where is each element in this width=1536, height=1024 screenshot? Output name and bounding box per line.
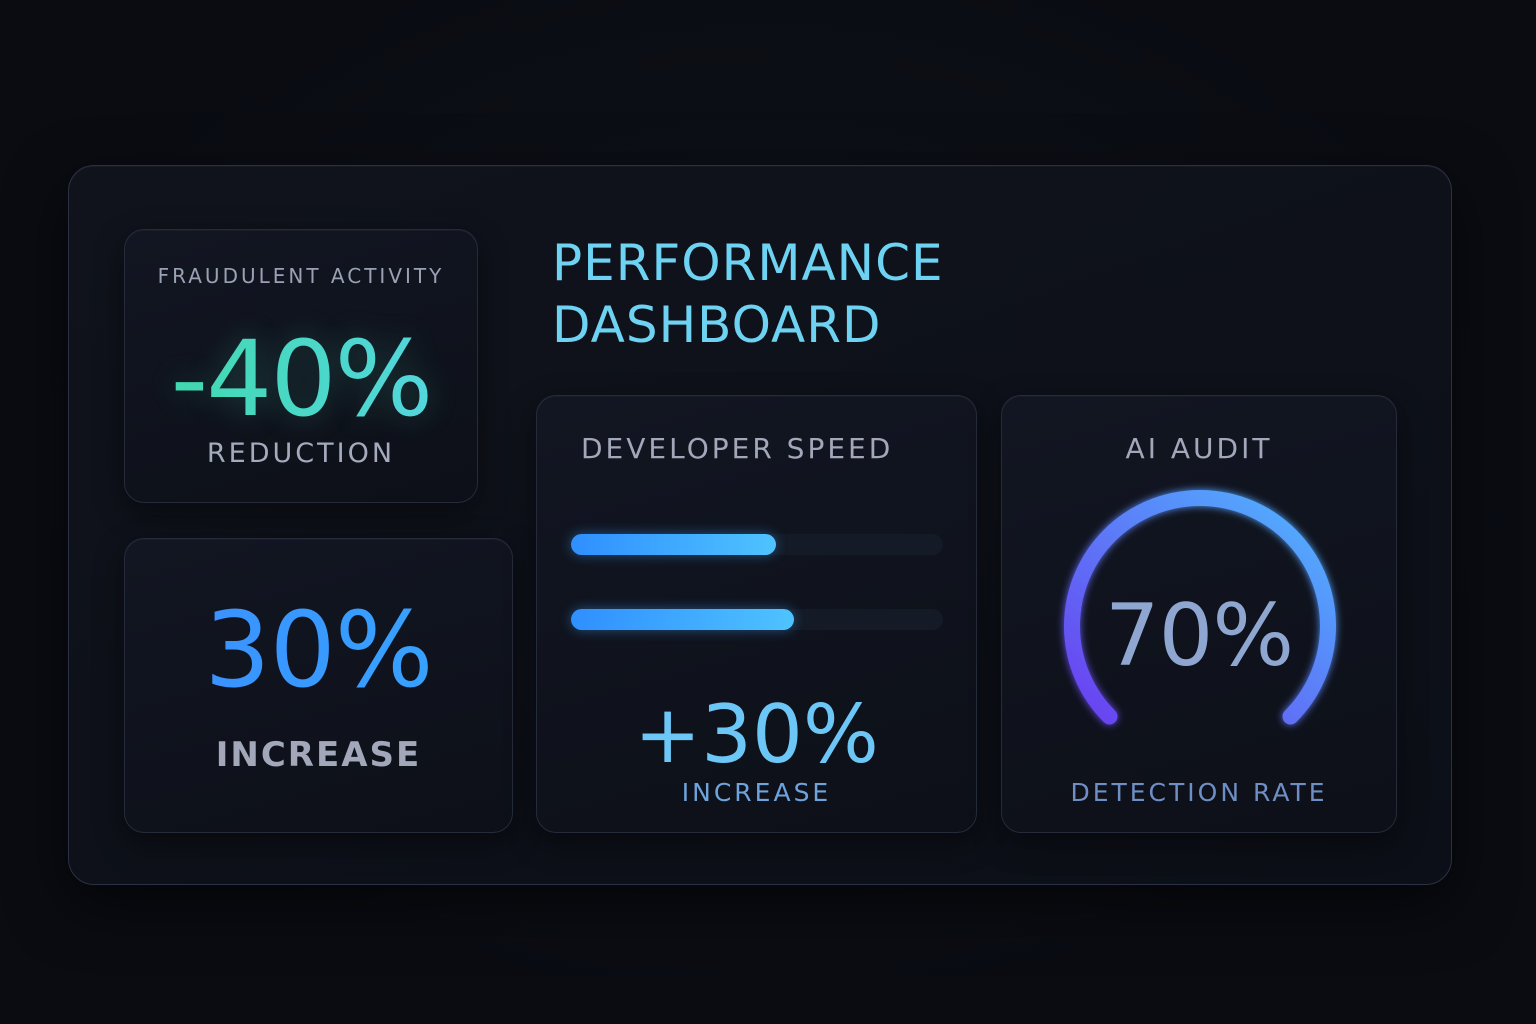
fraud-label: FRAUDULENT ACTIVITY bbox=[157, 264, 445, 288]
progress-fill-1 bbox=[571, 534, 776, 555]
fraud-sub: REDUCTION bbox=[206, 438, 396, 469]
developer-speed-label: DEVELOPER SPEED bbox=[581, 432, 894, 465]
fraud-value: -40% bbox=[125, 318, 477, 440]
page-title: PERFORMANCE DASHBOARD bbox=[552, 232, 944, 356]
detection-gauge bbox=[1064, 489, 1336, 725]
progress-bar-2 bbox=[571, 609, 943, 630]
ai-audit-sub: DETECTION RATE bbox=[1070, 778, 1328, 807]
developer-speed-sub: INCREASE bbox=[681, 778, 832, 807]
developer-speed-value: +30% bbox=[634, 688, 879, 781]
developer-speed-card: DEVELOPER SPEED +30% INCREASE bbox=[536, 395, 977, 833]
ai-audit-label: AI AUDIT bbox=[1125, 432, 1273, 465]
title-line-2: DASHBOARD bbox=[552, 296, 882, 354]
progress-fill-2 bbox=[571, 609, 795, 630]
fraud-card: FRAUDULENT ACTIVITY -40% REDUCTION bbox=[124, 229, 478, 503]
increase-sub: INCREASE bbox=[215, 735, 422, 775]
increase-card: 30% INCREASE bbox=[124, 538, 513, 833]
ai-audit-value: 70% bbox=[1104, 586, 1294, 686]
increase-value: 30% bbox=[125, 589, 512, 711]
title-line-1: PERFORMANCE bbox=[552, 234, 944, 292]
progress-bar-1 bbox=[571, 534, 943, 555]
gauge-arc bbox=[1064, 489, 1336, 725]
ai-audit-card: AI AUDIT 70% DETECTION RATE bbox=[1001, 395, 1397, 833]
